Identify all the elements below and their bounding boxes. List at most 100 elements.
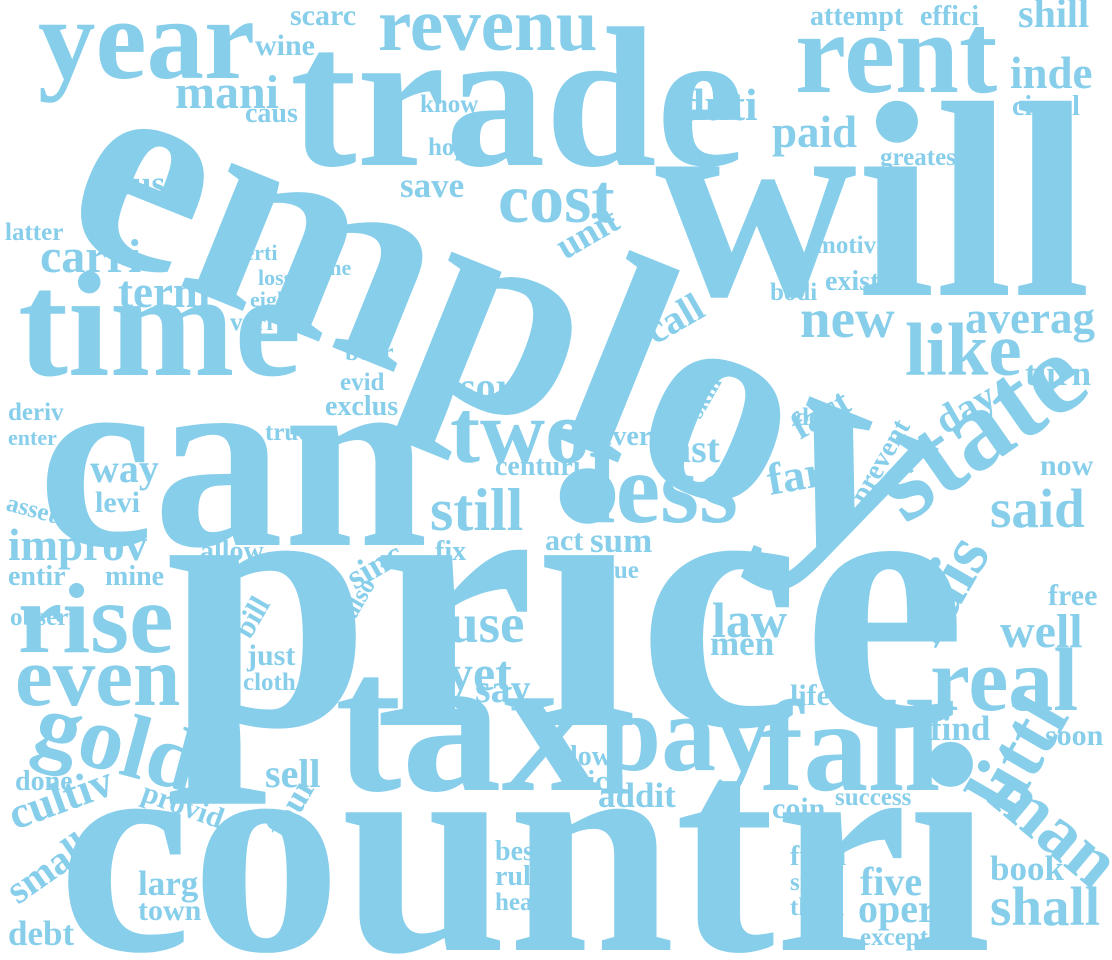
word: two (450, 383, 590, 482)
word: far (763, 446, 828, 505)
word: effici (920, 1, 979, 32)
word: sort (460, 364, 527, 409)
word: attempt (810, 1, 904, 32)
word: greatest (880, 144, 965, 171)
word: duti (680, 80, 758, 130)
word: caus (245, 98, 298, 129)
word: rise (18, 563, 173, 674)
word: life (790, 679, 830, 712)
word: name (300, 255, 352, 280)
word: way (90, 446, 159, 491)
word: fix (435, 536, 466, 567)
word: eight (250, 287, 297, 312)
word: enter (8, 425, 57, 450)
word: mine (105, 561, 164, 592)
word: book (990, 849, 1064, 888)
word: rich (575, 766, 624, 797)
word: turn (1025, 354, 1091, 393)
word: levi (95, 486, 140, 519)
word: bodi (770, 279, 817, 306)
word: yet (448, 645, 512, 701)
word: observ (10, 604, 81, 631)
word: mani (175, 66, 279, 119)
word: act (545, 524, 583, 557)
word: find (930, 709, 991, 748)
word: free (1048, 579, 1097, 612)
word: use (448, 593, 524, 654)
word: pay (600, 672, 771, 794)
word: larg (138, 864, 199, 903)
word: success (835, 784, 912, 811)
word: motiv (815, 232, 877, 259)
word: carri (40, 230, 141, 283)
word: know (420, 91, 478, 118)
word: debt (8, 914, 74, 953)
word: men (710, 624, 774, 663)
word: rule (495, 861, 543, 892)
word: still (430, 477, 523, 543)
word: well (1000, 605, 1083, 658)
word: hous (95, 164, 165, 203)
word: even (15, 630, 180, 724)
word: price (165, 396, 966, 806)
word: addit (598, 776, 676, 815)
word: year (38, 0, 255, 103)
word: entir (8, 561, 66, 592)
word: deriv (8, 399, 64, 426)
word: averag (965, 293, 1095, 343)
word: circul (1012, 91, 1080, 122)
word: will (655, 45, 1091, 356)
word: except (860, 924, 929, 951)
word: bear (345, 339, 394, 366)
word: trade (290, 0, 745, 209)
word: shill (1018, 0, 1089, 36)
word: said (990, 478, 1085, 539)
word: latter (5, 219, 63, 246)
word: cost (498, 161, 615, 238)
word: sum (590, 521, 652, 560)
word: shall (990, 876, 1100, 937)
word: real (930, 631, 1078, 730)
word: scarc (290, 0, 356, 32)
word: now (1040, 449, 1094, 482)
word: can (38, 314, 428, 602)
word: law (712, 592, 787, 648)
word: soon (1045, 719, 1104, 752)
word: sell (265, 751, 321, 796)
word: term (118, 267, 210, 317)
word: tax (335, 613, 602, 834)
word: less (588, 433, 738, 544)
word: inde (1010, 48, 1093, 98)
word: singl (790, 869, 840, 896)
word: rent (795, 0, 997, 117)
word: third (790, 894, 844, 921)
word: done (15, 766, 73, 797)
word: loss (258, 265, 293, 290)
word: just (246, 639, 295, 672)
word: wine (255, 29, 315, 62)
word: centuri (495, 451, 581, 482)
word: allow (200, 536, 265, 567)
word: coin (772, 792, 826, 825)
word: say (475, 666, 531, 711)
word: time (18, 242, 301, 408)
word: revenu (378, 0, 597, 67)
word: exclus (325, 391, 398, 422)
word: deal (795, 404, 840, 431)
word: cloth (243, 669, 296, 696)
word: improv (8, 520, 148, 570)
word: true (265, 419, 309, 446)
word: town (138, 894, 202, 927)
word: head (495, 889, 547, 916)
word: exist (825, 266, 880, 297)
word: best (495, 836, 544, 867)
word: new (800, 288, 895, 349)
word: liberti (220, 240, 277, 265)
word: low (570, 741, 613, 772)
word: save (400, 166, 464, 205)
word: fall (760, 675, 941, 819)
word: war (858, 614, 908, 647)
word: five (860, 859, 922, 904)
word: last (660, 426, 721, 471)
